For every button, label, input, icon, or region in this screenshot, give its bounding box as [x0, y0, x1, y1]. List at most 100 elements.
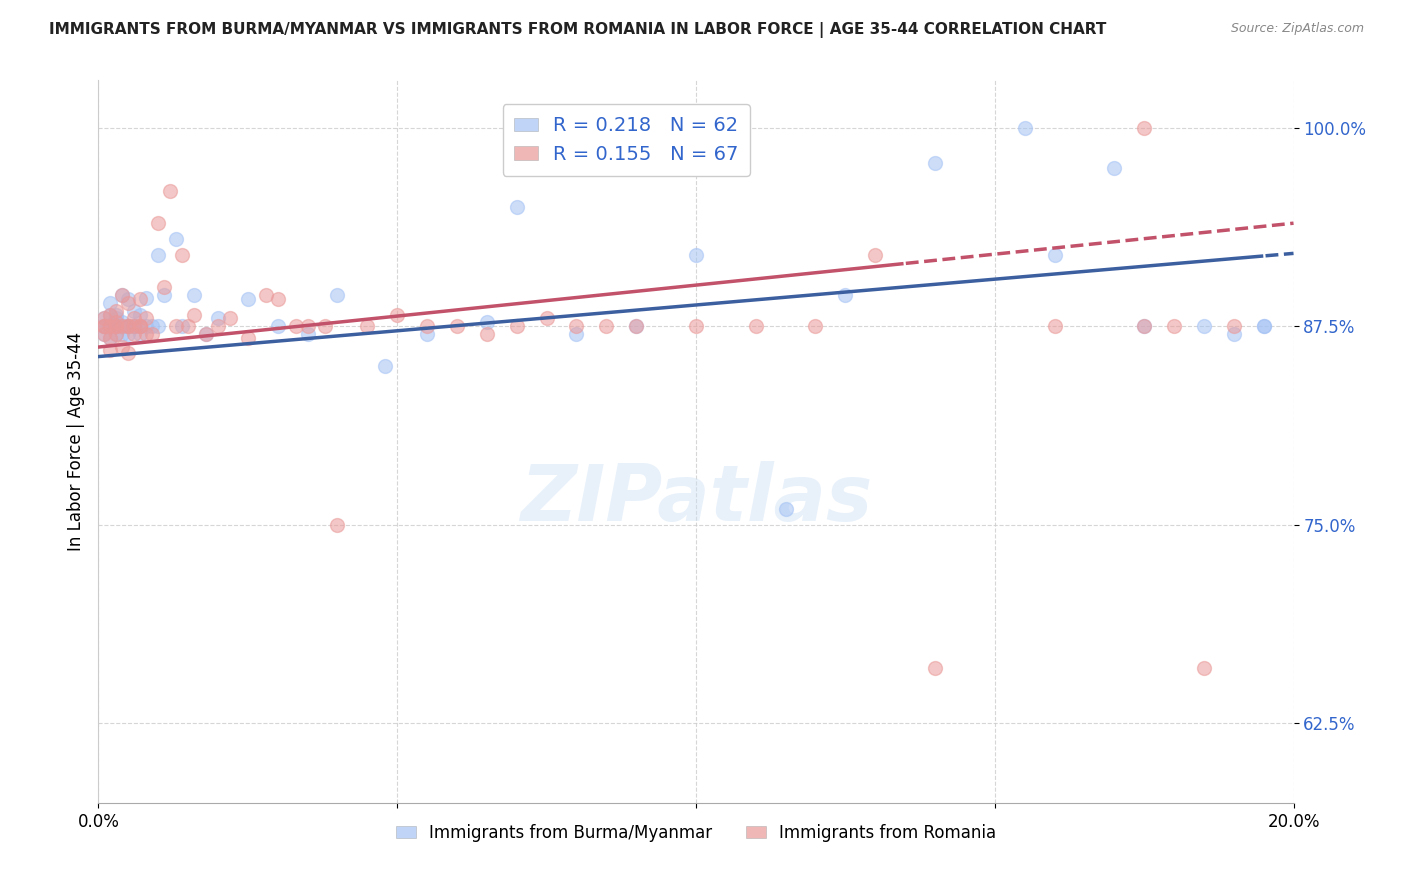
Point — [865, 248, 887, 262]
Point — [98, 330, 122, 344]
Point — [446, 319, 468, 334]
Point — [1104, 161, 1126, 175]
Legend: Immigrants from Burma/Myanmar, Immigrants from Romania: Immigrants from Burma/Myanmar, Immigrant… — [389, 817, 1002, 848]
Point — [141, 319, 163, 334]
Point — [135, 291, 157, 305]
Point — [374, 359, 396, 373]
Point — [1133, 319, 1156, 334]
Point — [117, 346, 139, 360]
Point — [105, 308, 128, 322]
Point — [924, 661, 946, 675]
Point — [98, 295, 122, 310]
Point — [98, 319, 122, 334]
Point — [124, 327, 146, 342]
Point — [105, 319, 128, 334]
Point — [1192, 661, 1215, 675]
Point — [267, 319, 290, 334]
Point — [172, 319, 194, 334]
Point — [1043, 319, 1066, 334]
Point — [924, 156, 946, 170]
Point — [804, 319, 827, 334]
Point — [1133, 120, 1156, 135]
Point — [1192, 319, 1215, 334]
Point — [117, 319, 139, 334]
Point — [117, 319, 139, 334]
Point — [111, 340, 134, 354]
Point — [326, 287, 349, 301]
Point — [475, 327, 498, 342]
Point — [1163, 319, 1185, 334]
Point — [159, 185, 181, 199]
Point — [416, 327, 439, 342]
Point — [148, 248, 170, 262]
Point — [315, 319, 337, 334]
Point — [536, 311, 558, 326]
Point — [297, 327, 319, 342]
Point — [93, 319, 115, 334]
Point — [105, 303, 128, 318]
Point — [356, 319, 378, 334]
Point — [117, 319, 139, 334]
Point — [105, 315, 128, 329]
Point — [93, 311, 115, 326]
Point — [98, 343, 122, 358]
Point — [416, 319, 439, 334]
Point — [1223, 327, 1246, 342]
Point — [129, 308, 152, 322]
Point — [124, 319, 146, 334]
Point — [135, 311, 157, 326]
Point — [98, 308, 122, 322]
Point — [148, 216, 170, 230]
Point — [135, 319, 157, 334]
Point — [297, 319, 319, 334]
Point — [98, 319, 122, 334]
Point — [506, 319, 529, 334]
Point — [207, 319, 229, 334]
Point — [117, 295, 139, 310]
Point — [105, 319, 128, 334]
Point — [124, 319, 146, 334]
Point — [141, 327, 163, 342]
Point — [93, 327, 115, 342]
Point — [93, 319, 115, 334]
Point — [129, 319, 152, 334]
Point — [153, 279, 176, 293]
Point — [834, 287, 856, 301]
Point — [111, 287, 134, 301]
Point — [195, 327, 218, 342]
Point — [626, 319, 648, 334]
Point — [254, 287, 277, 301]
Point — [1133, 319, 1156, 334]
Point — [775, 502, 797, 516]
Point — [385, 308, 409, 322]
Point — [685, 248, 707, 262]
Point — [284, 319, 307, 334]
Point — [129, 327, 152, 342]
Point — [1223, 319, 1246, 334]
Point — [129, 293, 152, 307]
Point — [565, 327, 588, 342]
Point — [195, 327, 218, 342]
Point — [172, 248, 194, 262]
Point — [117, 327, 139, 342]
Text: IMMIGRANTS FROM BURMA/MYANMAR VS IMMIGRANTS FROM ROMANIA IN LABOR FORCE | AGE 35: IMMIGRANTS FROM BURMA/MYANMAR VS IMMIGRA… — [49, 22, 1107, 38]
Text: Source: ZipAtlas.com: Source: ZipAtlas.com — [1230, 22, 1364, 36]
Point — [148, 319, 170, 334]
Point — [177, 319, 200, 334]
Point — [626, 319, 648, 334]
Point — [93, 319, 115, 334]
Point — [105, 318, 128, 332]
Point — [183, 287, 205, 301]
Text: ZIPatlas: ZIPatlas — [520, 461, 872, 537]
Point — [105, 311, 128, 326]
Point — [105, 327, 128, 342]
Point — [506, 200, 529, 214]
Point — [111, 319, 134, 334]
Point — [326, 517, 349, 532]
Y-axis label: In Labor Force | Age 35-44: In Labor Force | Age 35-44 — [66, 332, 84, 551]
Point — [165, 319, 187, 334]
Point — [685, 319, 707, 334]
Point — [124, 303, 146, 318]
Point — [111, 315, 134, 329]
Point — [129, 319, 152, 334]
